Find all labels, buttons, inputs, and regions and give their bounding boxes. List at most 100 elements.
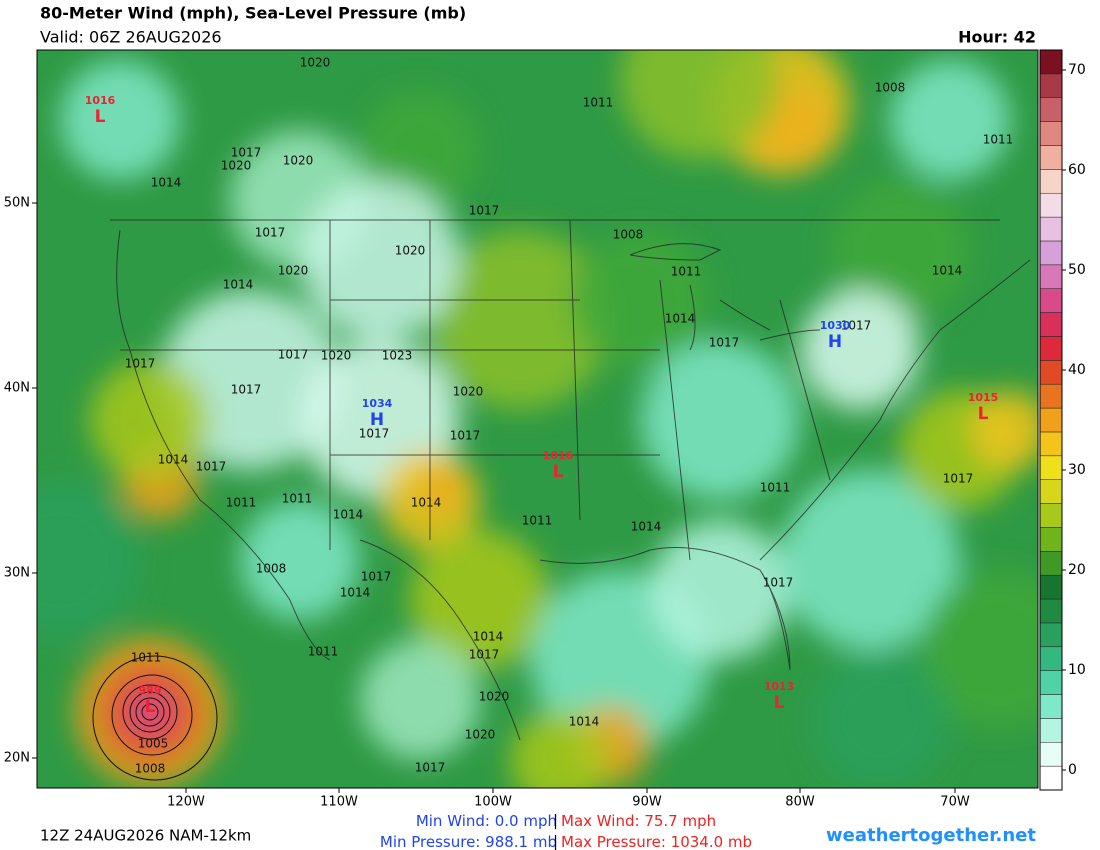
min-pressure: Min Pressure: 988.1 mb — [380, 833, 557, 850]
isobar-label: 1017 — [709, 336, 740, 350]
isobar-label: 1014 — [158, 453, 189, 467]
center-value: 1030 — [820, 319, 851, 332]
min-pressure-label: Min Pressure: — [380, 833, 481, 850]
colorbar-label: 0 — [1068, 762, 1077, 778]
wind-blob — [570, 230, 710, 370]
max-wind: Max Wind: 75.7 mph — [561, 812, 716, 830]
lon-label: 70W — [940, 795, 970, 810]
isobar-label: 1011 — [983, 133, 1014, 147]
separator: | — [553, 812, 558, 830]
colorbar-band — [1039, 145, 1063, 170]
valid-time: Valid: 06Z 26AUG2026 — [40, 28, 222, 47]
wind-field — [37, 50, 1038, 788]
min-pressure-value: 988.1 mb — [485, 833, 557, 850]
isobar-label: 1005 — [138, 737, 169, 751]
wind-blob — [90, 360, 210, 480]
colorbar-label: 20 — [1068, 562, 1086, 578]
colorbar-band — [1039, 288, 1063, 313]
colorbar-band — [1039, 169, 1063, 194]
center-letter: L — [774, 693, 785, 713]
center-letter: L — [95, 107, 106, 127]
colorbar-band — [1039, 336, 1063, 361]
isobar-label: 1014 — [631, 520, 662, 534]
colorbar-band — [1039, 479, 1063, 504]
map-frame — [36, 49, 1039, 789]
isobar-label: 1014 — [340, 586, 371, 600]
center-value: 989 — [139, 684, 162, 697]
wind-blob — [640, 340, 800, 500]
isobar-label: 1017 — [196, 460, 227, 474]
isobar-label: 1020 — [465, 728, 496, 742]
colorbar-band — [1039, 49, 1063, 75]
lon-label: 90W — [632, 795, 662, 810]
colorbar-band — [1039, 264, 1063, 289]
colorbar-band — [1039, 216, 1063, 242]
isobar-label: 1008 — [135, 762, 166, 776]
lon-label: 120W — [167, 795, 205, 810]
colorbar-band — [1039, 383, 1063, 409]
colorbar-band — [1039, 622, 1063, 648]
isobar-label: 1017 — [763, 576, 794, 590]
colorbar-band — [1039, 73, 1063, 98]
isobar-label: 1011 — [583, 96, 614, 110]
isobar-label: 1020 — [395, 244, 426, 258]
isobar-label: 1011 — [522, 514, 553, 528]
forecast-hour: Hour: 42 — [958, 28, 1036, 47]
colorbar-band — [1039, 694, 1063, 719]
wind-blob — [510, 710, 610, 788]
title: 80-Meter Wind (mph), Sea-Level Pressure … — [40, 4, 466, 23]
isobar-label: 1008 — [875, 81, 906, 95]
wind-blob — [360, 90, 480, 210]
isobar-label: 1017 — [943, 472, 974, 486]
center-value: 1015 — [968, 391, 999, 404]
isobar-label: 1008 — [613, 228, 644, 242]
colorbar-band — [1039, 431, 1063, 457]
wind-blob — [37, 480, 140, 640]
max-wind-value: 75.7 mph — [644, 812, 716, 830]
colorbar-band — [1039, 765, 1063, 791]
center-letter: L — [978, 404, 989, 424]
isobar-label: 1017 — [359, 427, 390, 441]
isobar-label: 1017 — [361, 570, 392, 584]
max-pressure-value: 1034.0 mb — [671, 833, 752, 850]
colorbar-label: 60 — [1068, 162, 1086, 178]
colorbar-band — [1039, 574, 1063, 600]
isobar-label: 1020 — [479, 690, 510, 704]
max-wind-label: Max Wind: — [561, 812, 640, 830]
center-letter: H — [370, 410, 384, 430]
isobar-label: 1020 — [321, 349, 352, 363]
hurricane-isobars — [92, 655, 218, 781]
isobar-label: 1011 — [131, 651, 162, 665]
colorbar-label: 40 — [1068, 362, 1086, 378]
lat-label: 30N — [4, 566, 30, 581]
wind-blob — [830, 180, 970, 320]
isobar-label: 1014 — [411, 496, 442, 510]
colorbar-band — [1039, 527, 1063, 552]
lat-label: 20N — [4, 751, 30, 766]
colorbar-band — [1039, 551, 1063, 576]
colorbar-band — [1039, 121, 1063, 146]
isobar-label: 1017 — [231, 146, 262, 160]
site-credit[interactable]: weathertogether.net — [826, 825, 1036, 846]
center-value: 1016 — [85, 94, 116, 107]
isobar-label: 1023 — [382, 349, 413, 363]
wind-blob — [60, 60, 180, 180]
map: 1020101110081011101710201020101410171008… — [37, 50, 1038, 788]
colorbar-band — [1039, 503, 1063, 528]
lon-label: 110W — [320, 795, 358, 810]
isobar-label: 1020 — [221, 159, 252, 173]
isobar-label: 1017 — [469, 204, 500, 218]
separator: | — [553, 833, 558, 850]
isobar-label: 1014 — [151, 176, 182, 190]
boundaries — [110, 219, 1031, 741]
colorbar-label: 30 — [1068, 462, 1086, 478]
isobar-label: 1014 — [473, 630, 504, 644]
center-value: 1013 — [764, 680, 795, 693]
center-letter: L — [145, 697, 156, 717]
isobar-label: 1014 — [665, 312, 696, 326]
wind-blob — [430, 230, 610, 410]
isobar-label: 1014 — [569, 715, 600, 729]
wind-blob — [620, 50, 780, 160]
isobar-label: 1011 — [760, 481, 791, 495]
isobar-label: 1011 — [226, 496, 257, 510]
